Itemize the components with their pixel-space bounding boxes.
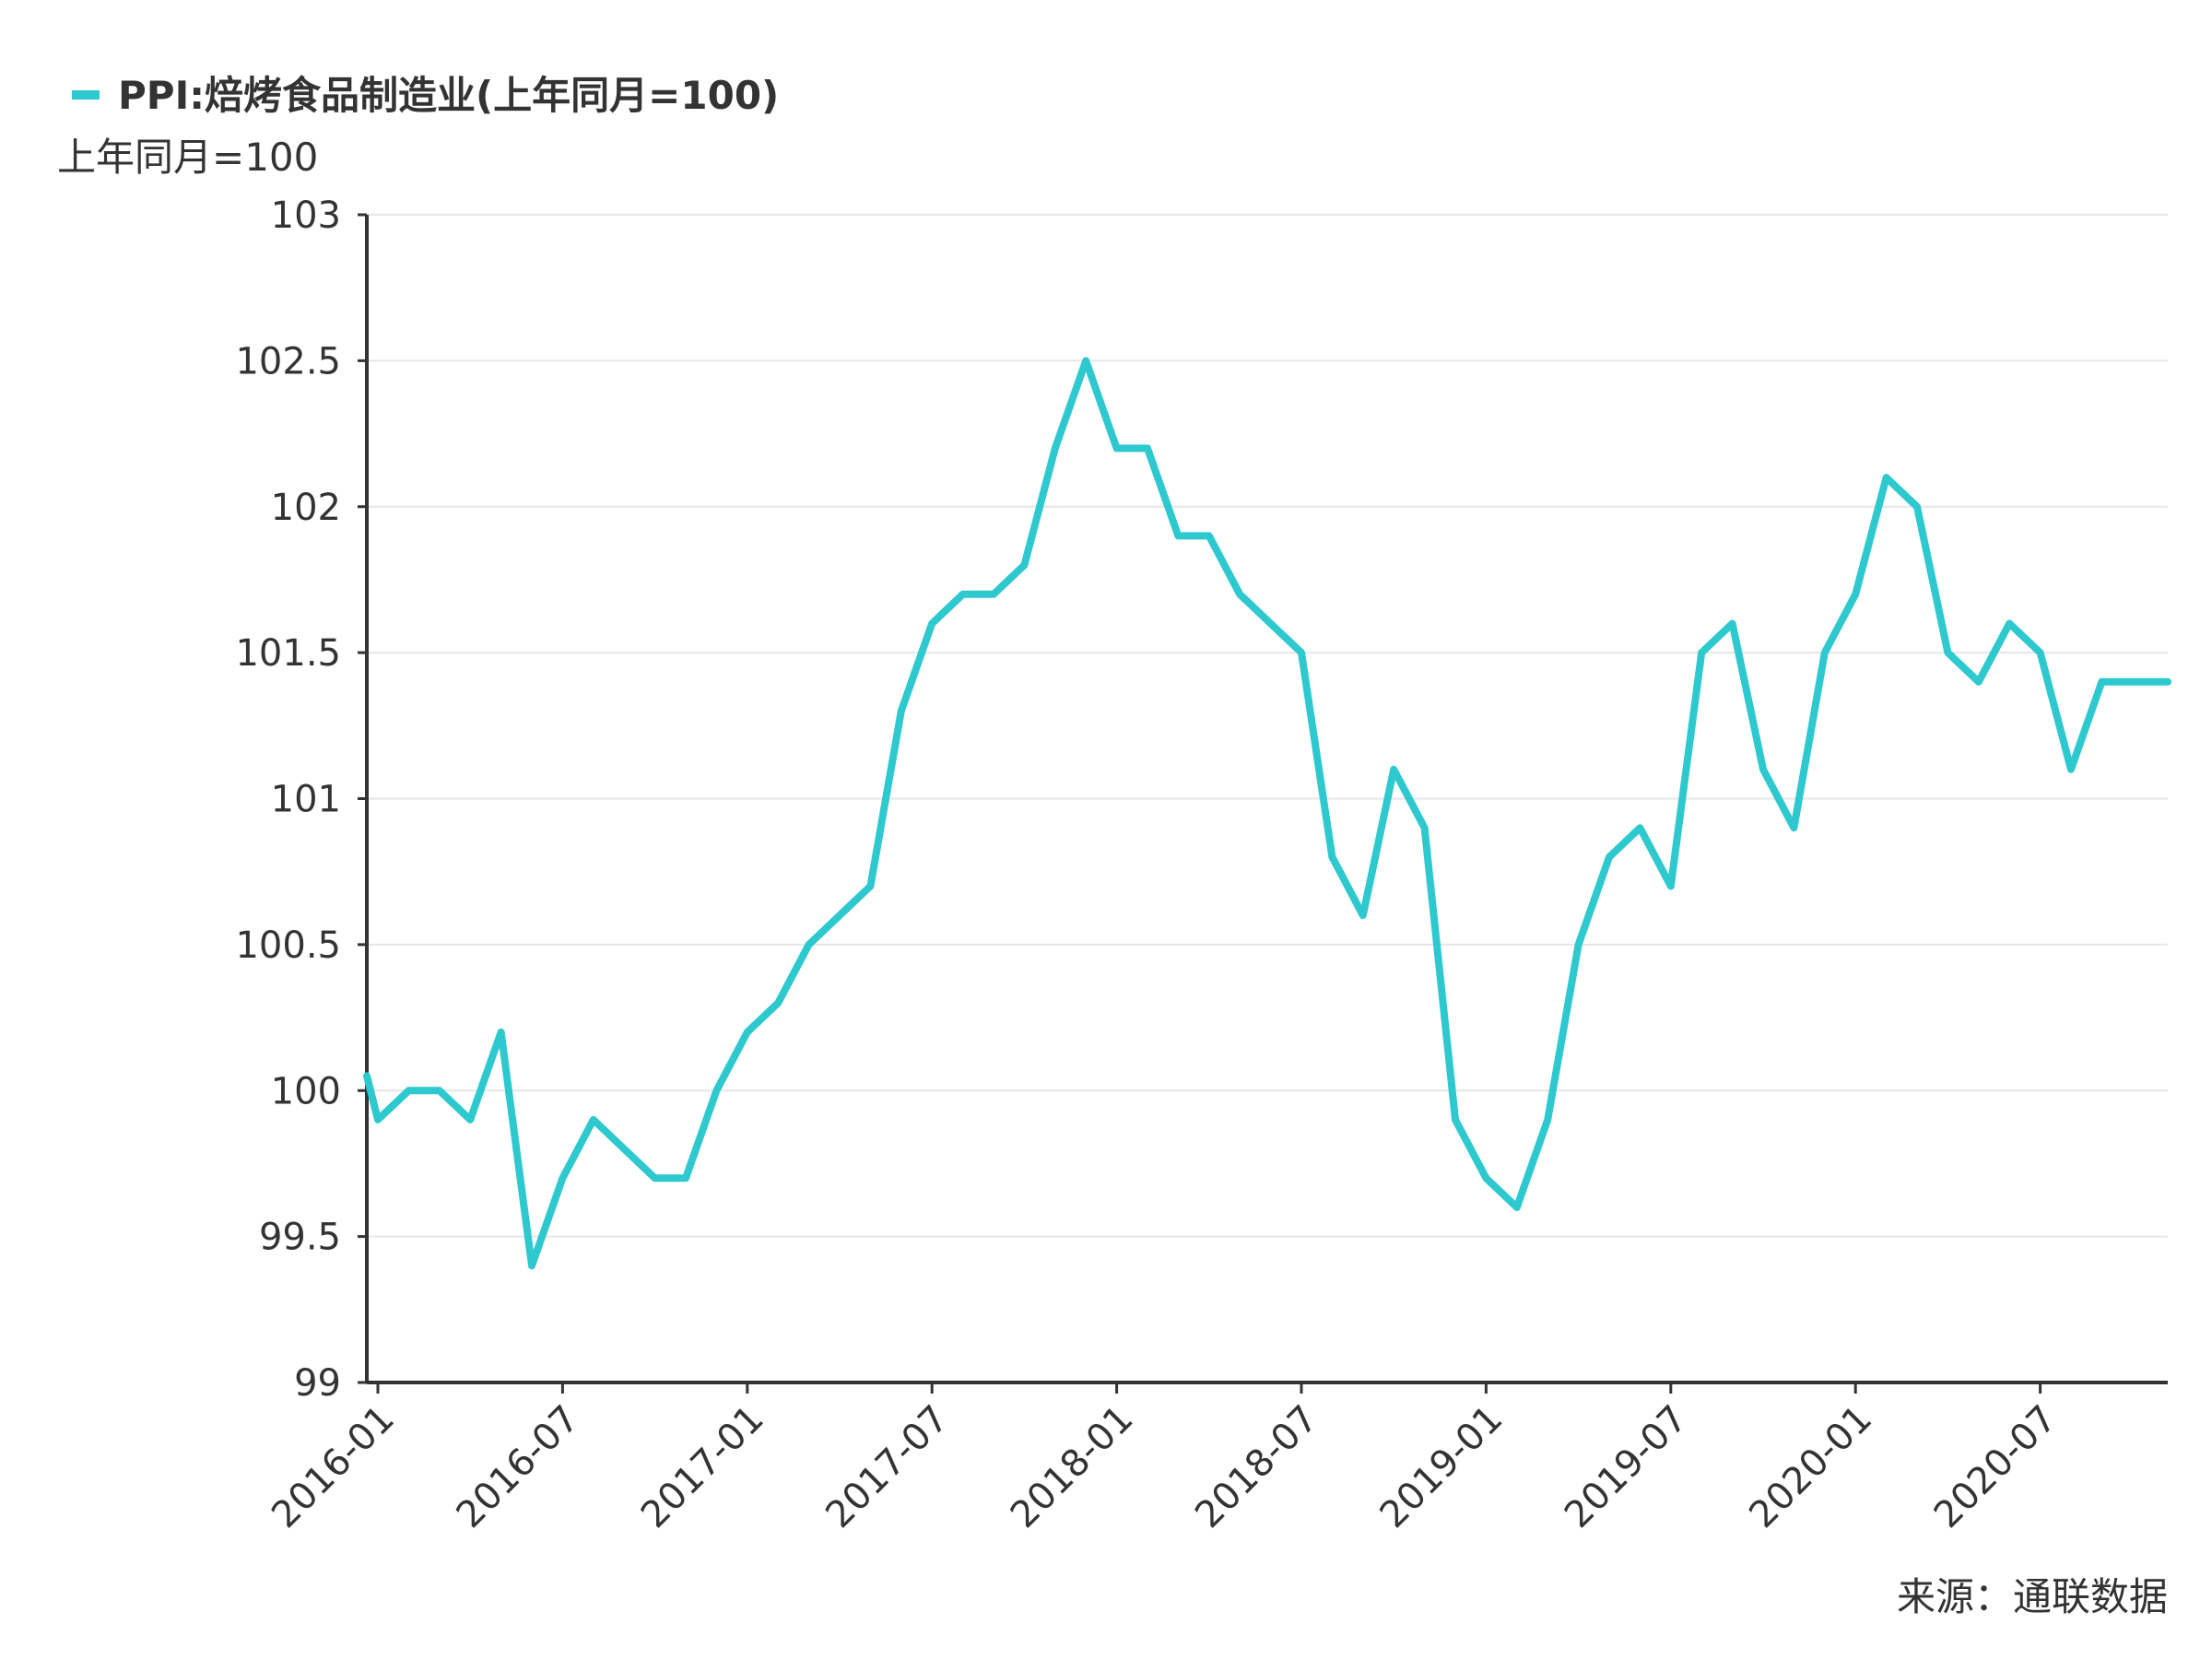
y-tick-label: 102 bbox=[271, 487, 341, 529]
x-tick-label: 2017-07 bbox=[818, 1397, 957, 1536]
series-layer bbox=[363, 357, 2171, 1270]
y-axis-ticks: 99 99.5 100 100.5 101 101.5 102 102.5 103 bbox=[235, 194, 367, 1405]
grid-lines bbox=[367, 214, 2168, 1238]
x-tick-label: 2016-01 bbox=[264, 1397, 403, 1536]
y-tick-label: 101.5 bbox=[235, 632, 341, 675]
x-tick-label: 2016-07 bbox=[449, 1397, 588, 1536]
legend-label: PPI:焙烤食品制造业(上年同月=100) bbox=[118, 73, 779, 118]
y-tick-label: 103 bbox=[271, 194, 341, 237]
x-tick-label: 2017-01 bbox=[633, 1397, 772, 1536]
y-tick-label: 100.5 bbox=[235, 924, 341, 967]
legend: PPI:焙烤食品制造业(上年同月=100) bbox=[72, 73, 779, 118]
x-tick-label: 2020-01 bbox=[1741, 1397, 1880, 1536]
x-axis-ticks: 2016-01 2016-07 2017-01 2017-07 2018-01 2018-… bbox=[264, 1382, 2065, 1536]
source-note: 来源：通联数据 bbox=[1897, 1574, 2168, 1619]
x-tick-label: 2020-07 bbox=[1926, 1397, 2065, 1536]
x-tick-label: 2019-01 bbox=[1372, 1397, 1512, 1536]
y-tick-label: 102.5 bbox=[235, 340, 341, 382]
legend-swatch bbox=[72, 90, 100, 100]
x-tick-label: 2018-01 bbox=[1003, 1397, 1142, 1536]
y-tick-label: 100 bbox=[271, 1070, 341, 1112]
y-axis-unit-label: 上年同月=100 bbox=[57, 135, 318, 180]
x-tick-label: 2018-07 bbox=[1187, 1397, 1326, 1536]
y-tick-label: 99 bbox=[294, 1362, 341, 1405]
y-tick-label: 101 bbox=[271, 779, 341, 821]
y-tick-label: 99.5 bbox=[259, 1217, 341, 1259]
series-line bbox=[363, 357, 2171, 1270]
x-tick-label: 2019-07 bbox=[1557, 1397, 1696, 1536]
